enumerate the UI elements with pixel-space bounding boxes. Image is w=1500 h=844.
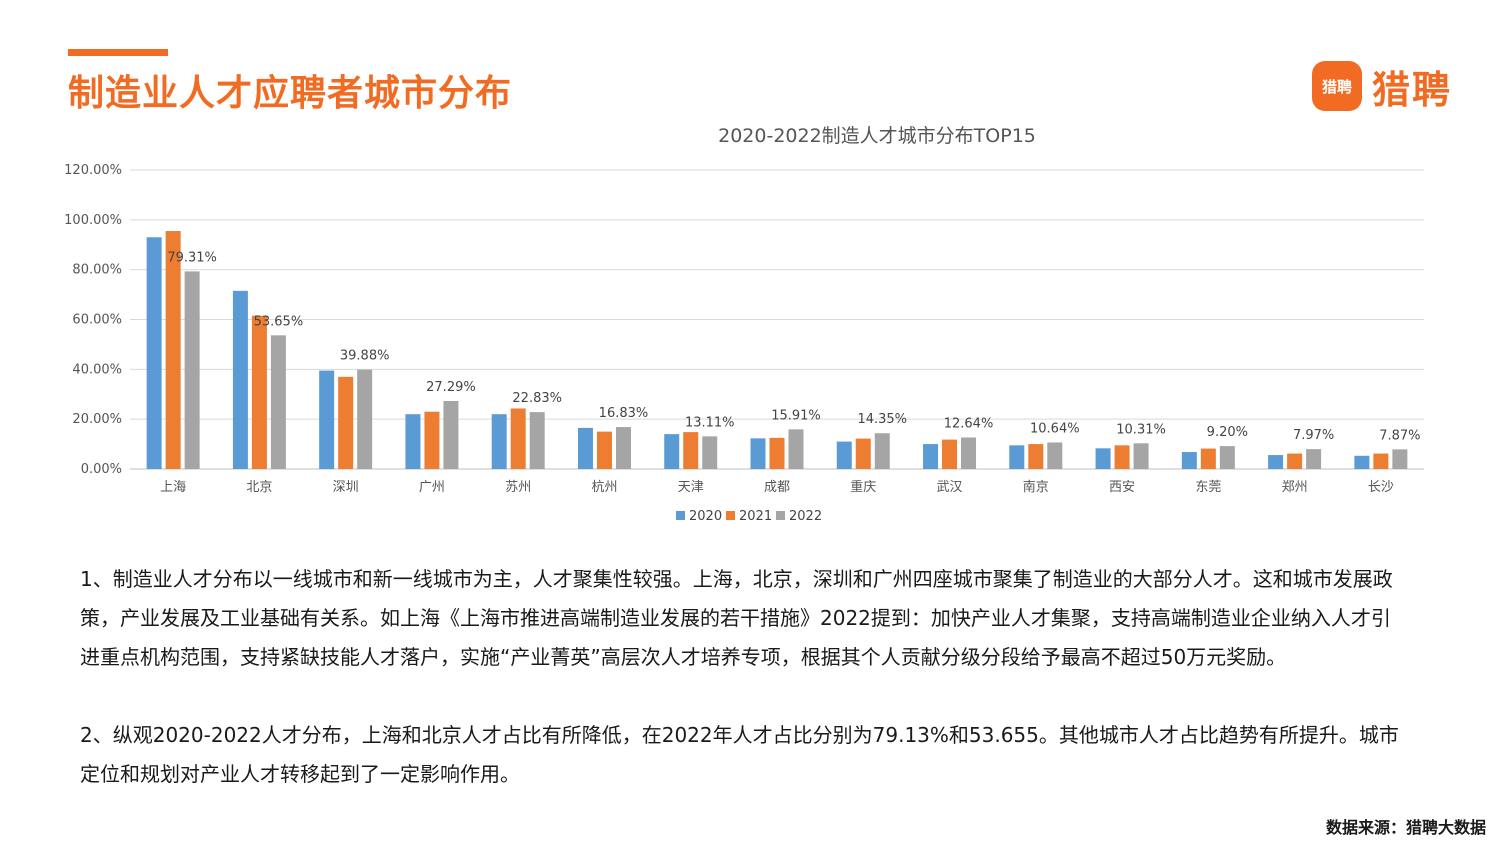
category-label: 广州 xyxy=(419,480,445,495)
bar-2021 xyxy=(251,315,267,469)
analysis-paragraph-1: 1、制造业人才分布以一线城市和新一线城市为主，人才聚集性较强。上海，北京，深圳和… xyxy=(80,567,1393,669)
bar-2020 xyxy=(577,427,593,469)
y-tick-label: 120.00% xyxy=(64,163,122,178)
legend-label: 2020 xyxy=(689,509,722,524)
y-tick-label: 80.00% xyxy=(72,263,122,278)
bar-2022 xyxy=(1306,449,1322,469)
bar-2021 xyxy=(165,231,181,469)
category-label: 深圳 xyxy=(333,480,359,495)
category-label: 杭州 xyxy=(591,480,617,495)
category-label: 北京 xyxy=(246,480,272,495)
bar-2020 xyxy=(836,441,852,469)
bar-2022 xyxy=(1133,443,1149,469)
y-tick-label: 60.00% xyxy=(72,313,122,328)
bar-2021 xyxy=(424,411,440,469)
bar-2021 xyxy=(855,438,871,469)
bar-2020 xyxy=(1354,455,1370,469)
category-label: 西安 xyxy=(1109,480,1135,495)
category-label: 郑州 xyxy=(1282,480,1308,495)
analysis-paragraph-2: 2、纵观2020-2022人才分布，上海和北京人才占比有所降低，在2022年人才… xyxy=(80,723,1399,786)
bar-2020 xyxy=(750,438,766,469)
bar-2021 xyxy=(1373,453,1389,469)
data-label: 7.97% xyxy=(1293,428,1334,443)
category-label: 重庆 xyxy=(850,479,876,495)
data-label: 10.31% xyxy=(1116,422,1166,437)
bar-2021 xyxy=(510,408,526,469)
bar-chart: 2020-2022制造人才城市分布TOP15 0.00% 20.00% 40.00% 6… xyxy=(64,125,1424,524)
category-label: 天津 xyxy=(678,480,704,495)
category-label: 武汉 xyxy=(937,480,963,495)
logo-badge-icon: 猎聘 xyxy=(1312,61,1362,111)
data-label: 53.65% xyxy=(254,314,304,329)
legend-label: 2021 xyxy=(739,509,772,524)
bar-2022 xyxy=(874,433,890,469)
bar-2021 xyxy=(1287,453,1303,469)
page-title: 制造业人才应聘者城市分布 xyxy=(68,73,513,114)
bar-2021 xyxy=(1200,448,1216,469)
data-label: 12.64% xyxy=(944,417,994,432)
data-source: 数据来源：猎聘大数据 xyxy=(1325,818,1486,837)
bar-2020 xyxy=(319,370,335,469)
bar-2020 xyxy=(1009,445,1025,469)
category-label: 苏州 xyxy=(505,479,531,495)
bar-2022 xyxy=(1219,446,1235,469)
bar-2020 xyxy=(1268,455,1284,469)
bar-2022 xyxy=(702,436,718,469)
chart-title: 2020-2022制造人才城市分布TOP15 xyxy=(718,125,1036,147)
data-label: 16.83% xyxy=(599,406,649,421)
bar-2022 xyxy=(529,412,545,469)
bar-2020 xyxy=(1095,448,1111,469)
bar-2021 xyxy=(1028,444,1044,469)
logo-text: 猎聘 xyxy=(1372,67,1453,112)
bar-2022 xyxy=(615,427,631,469)
legend-swatch-2020 xyxy=(676,511,685,520)
bar-2021 xyxy=(1114,445,1130,469)
y-tick-label: 0.00% xyxy=(81,462,122,477)
data-label: 7.87% xyxy=(1379,428,1420,443)
bar-2020 xyxy=(1181,452,1197,469)
data-label: 13.11% xyxy=(685,415,735,430)
bar-2022 xyxy=(1392,449,1408,469)
bar-2021 xyxy=(769,437,785,469)
liepin-logo: 猎聘 猎聘 xyxy=(1312,60,1452,112)
y-tick-label: 40.00% xyxy=(72,362,122,377)
bar-2021 xyxy=(596,431,612,469)
bar-2021 xyxy=(338,376,354,469)
bar-2020 xyxy=(664,434,680,469)
bar-2021 xyxy=(683,432,699,469)
legend-swatch-2022 xyxy=(776,511,785,520)
legend-label: 2022 xyxy=(789,509,822,524)
data-label: 10.64% xyxy=(1030,421,1080,436)
bar-2022 xyxy=(1047,442,1063,469)
legend-swatch-2021 xyxy=(726,511,735,520)
data-label: 9.20% xyxy=(1207,425,1248,440)
title-accent-bar xyxy=(68,49,168,56)
bar-2022 xyxy=(961,437,977,469)
y-tick-label: 20.00% xyxy=(72,412,122,427)
data-label: 15.91% xyxy=(771,408,821,423)
y-tick-label: 100.00% xyxy=(64,213,122,228)
bar-2020 xyxy=(232,290,248,469)
data-label: 39.88% xyxy=(340,349,390,364)
bar-2020 xyxy=(491,414,507,469)
bar-2022 xyxy=(788,429,804,469)
bar-2022 xyxy=(443,401,459,469)
bar-2020 xyxy=(923,444,939,469)
data-label: 22.83% xyxy=(512,391,562,406)
bar-2020 xyxy=(405,414,421,469)
bar-2021 xyxy=(942,439,958,469)
category-label: 长沙 xyxy=(1368,480,1394,495)
category-label: 南京 xyxy=(1023,479,1049,495)
category-label: 东莞 xyxy=(1195,480,1221,495)
bar-2022 xyxy=(270,335,286,469)
data-label: 14.35% xyxy=(857,412,907,427)
bar-2022 xyxy=(184,271,200,469)
bar-2020 xyxy=(146,237,162,469)
category-label: 成都 xyxy=(764,480,790,495)
data-label: 27.29% xyxy=(426,380,476,395)
category-label: 上海 xyxy=(160,480,186,495)
bar-2022 xyxy=(357,369,373,469)
data-label: 79.31% xyxy=(167,250,217,265)
